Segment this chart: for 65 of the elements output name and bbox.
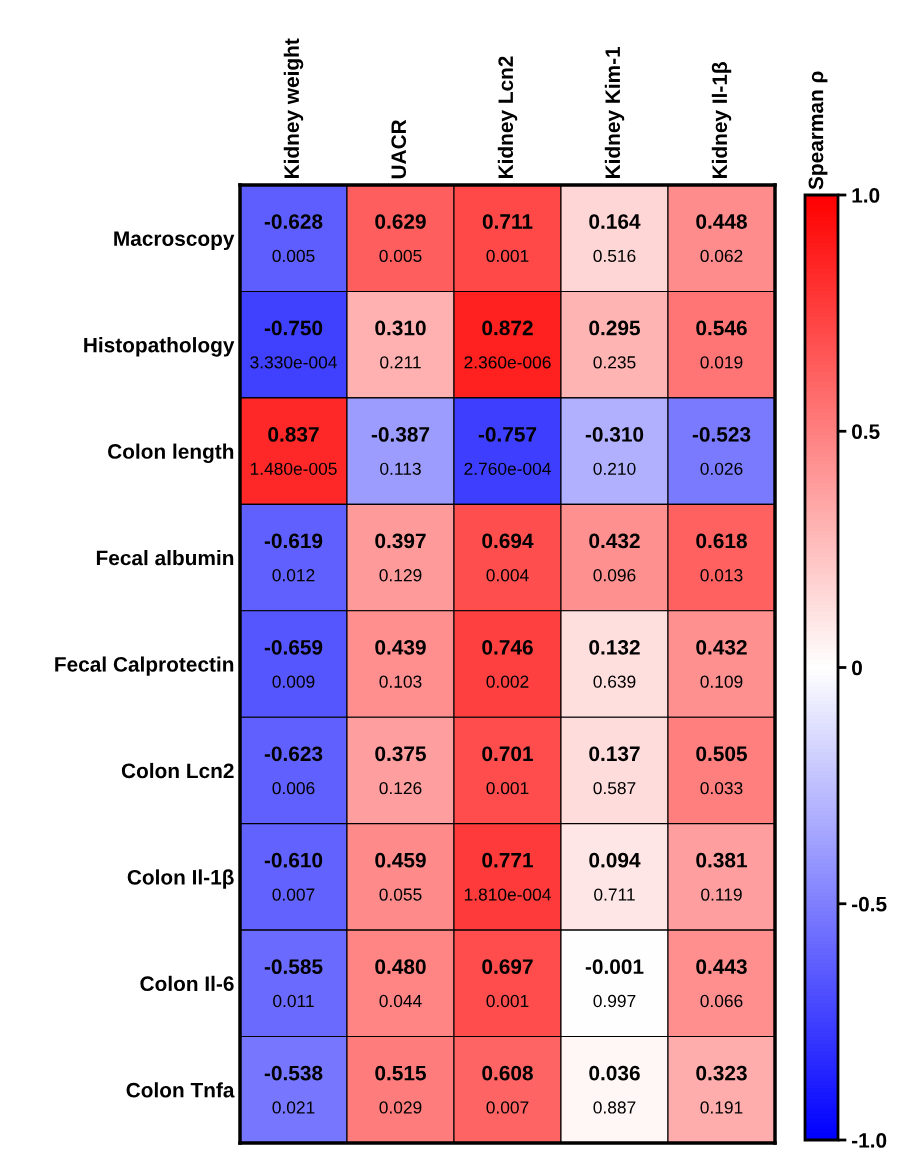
y-tick-label: Colon Il-6 xyxy=(140,975,234,992)
data-label: 0.295 0.235 xyxy=(589,320,640,369)
data-label: -0.619 0.012 xyxy=(264,533,323,582)
data-label: 0.459 0.055 xyxy=(375,852,426,901)
data-label: 0.618 0.013 xyxy=(696,533,747,582)
y-tick-label: Colon Lcn2 xyxy=(121,762,234,779)
data-label: 0.701 0.001 xyxy=(482,746,533,795)
color-bar-label: 0.5 xyxy=(852,424,880,439)
data-label: 0.432 0.109 xyxy=(696,639,747,688)
color-bar-label: -1.0 xyxy=(852,1133,887,1148)
x-tick-label: Kidney Kim-1 xyxy=(604,46,625,179)
data-label: 0.711 0.001 xyxy=(482,214,533,263)
data-label: -0.757 2.760e-004 xyxy=(464,427,551,475)
color-bar-label: 1.0 xyxy=(852,188,880,203)
y-tick-label: Fecal albumin xyxy=(96,550,234,566)
y-tick-label: Colon Tnfa xyxy=(126,1082,235,1098)
data-label: 0.872 2.360e-006 xyxy=(464,320,551,369)
data-label: 0.837 1.480e-005 xyxy=(250,427,337,475)
y-tick-label: Histopathology xyxy=(84,337,235,357)
data-label: -0.523 0.026 xyxy=(692,427,751,475)
data-label: 0.746 0.002 xyxy=(482,639,533,688)
data-label: 0.771 1.810e-004 xyxy=(464,852,551,901)
data-label: 0.310 0.211 xyxy=(375,320,426,369)
data-label: 0.132 0.639 xyxy=(589,639,640,688)
data-label: -0.001 0.997 xyxy=(585,959,644,1008)
data-label: 0.505 0.033 xyxy=(696,746,747,795)
data-label: 0.397 0.129 xyxy=(375,533,426,582)
data-label: 0.694 0.004 xyxy=(482,533,534,582)
data-label: -0.623 0.006 xyxy=(264,746,323,795)
data-label: -0.387 0.113 xyxy=(371,427,430,475)
data-label: -0.585 0.011 xyxy=(264,959,323,1008)
data-label: 0.432 0.096 xyxy=(589,533,640,582)
data-label: 0.375 0.126 xyxy=(375,746,426,795)
data-label: 0.323 0.191 xyxy=(696,1065,747,1114)
data-label: 0.629 0.005 xyxy=(375,214,426,263)
color-bar-label: -0.5 xyxy=(852,896,887,912)
data-label: 0.036 0.887 xyxy=(589,1065,640,1114)
x-tick-label: UACR xyxy=(391,119,407,179)
y-tick-label: Fecal Calprotectin xyxy=(55,656,234,676)
data-label: 0.697 0.001 xyxy=(482,959,533,1008)
data-label: -0.538 0.021 xyxy=(264,1065,323,1114)
data-label: 0.480 0.044 xyxy=(375,959,426,1008)
data-label: 0.515 0.029 xyxy=(375,1065,426,1114)
data-label: 0.546 0.019 xyxy=(696,320,747,369)
y-tick-label: Macroscopy xyxy=(114,231,235,251)
color-bar-title: Spearman ρ xyxy=(808,71,828,190)
data-label: -0.750 3.330e-004 xyxy=(250,320,337,369)
data-label: 0.608 0.007 xyxy=(482,1065,533,1114)
data-label: 0.448 0.062 xyxy=(696,214,747,263)
data-label: 0.137 0.587 xyxy=(589,746,640,795)
x-tick-label: Kidney Il-1β xyxy=(711,62,732,179)
y-tick-label: Colon Il-1β xyxy=(127,869,234,889)
x-tick-label: Kidney weight xyxy=(283,38,304,179)
data-label: -0.610 0.007 xyxy=(264,852,323,901)
data-label: -0.628 0.005 xyxy=(264,214,323,263)
data-label: 0.439 0.103 xyxy=(375,639,426,688)
data-label: -0.310 0.210 xyxy=(585,427,644,475)
data-label: 0.381 0.119 xyxy=(696,852,747,901)
data-label: 0.164 0.516 xyxy=(589,214,641,263)
color-bar-label: 0 xyxy=(852,660,862,676)
data-label: 0.094 0.711 xyxy=(589,852,641,901)
y-tick-label: Colon length xyxy=(108,443,234,464)
data-label: -0.659 0.009 xyxy=(264,639,323,688)
data-label: 0.443 0.066 xyxy=(696,959,747,1008)
x-tick-label: Kidney Lcn2 xyxy=(497,56,518,179)
